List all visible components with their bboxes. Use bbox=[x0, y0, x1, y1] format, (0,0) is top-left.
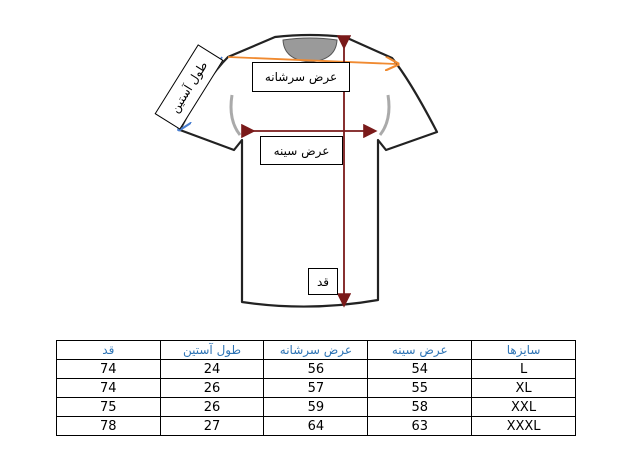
tshirt-diagram bbox=[0, 33, 439, 308]
cell: 58 bbox=[367, 397, 473, 417]
shoulder-width-label: عرض سرشانه bbox=[252, 62, 350, 92]
header-cell: عرض سینه bbox=[367, 340, 473, 360]
cell: L bbox=[471, 359, 576, 379]
shoulder-arrow bbox=[227, 56, 396, 64]
cell: 78 bbox=[56, 416, 161, 436]
table-row: XL 55 57 26 74 bbox=[56, 378, 576, 398]
header-cell: سایزها bbox=[471, 340, 576, 360]
table-row: XXL 58 59 26 75 bbox=[56, 397, 576, 417]
table-row: XXXL 63 64 27 78 bbox=[56, 416, 576, 436]
header-cell: عرض سرشانه bbox=[263, 340, 369, 360]
table-row: L 54 56 24 74 bbox=[56, 359, 576, 379]
cell: XL bbox=[471, 378, 576, 398]
cell: 75 bbox=[56, 397, 161, 417]
cell: 55 bbox=[367, 378, 473, 398]
cell: 59 bbox=[263, 397, 369, 417]
cell: XXL bbox=[471, 397, 576, 417]
cell: 27 bbox=[159, 416, 265, 436]
cell: 54 bbox=[367, 359, 473, 379]
header-cell: قد bbox=[56, 340, 161, 360]
chest-width-label: عرض سینه bbox=[260, 136, 343, 165]
cell: XXXL bbox=[471, 416, 576, 436]
cell: 26 bbox=[159, 397, 265, 417]
header-cell: طول آستین bbox=[159, 340, 265, 360]
cell: 24 bbox=[159, 359, 265, 379]
height-label: قد bbox=[308, 268, 338, 295]
cell: 26 bbox=[159, 378, 265, 398]
cell: 63 bbox=[367, 416, 473, 436]
size-table: سایزها عرض سینه عرض سرشانه طول آستین قد … bbox=[56, 340, 576, 436]
table-header-row: سایزها عرض سینه عرض سرشانه طول آستین قد bbox=[56, 340, 576, 360]
cell: 74 bbox=[56, 378, 161, 398]
cell: 57 bbox=[263, 378, 369, 398]
cell: 64 bbox=[263, 416, 369, 436]
cell: 74 bbox=[56, 359, 161, 379]
collar bbox=[282, 37, 338, 63]
cell: 56 bbox=[263, 359, 369, 379]
